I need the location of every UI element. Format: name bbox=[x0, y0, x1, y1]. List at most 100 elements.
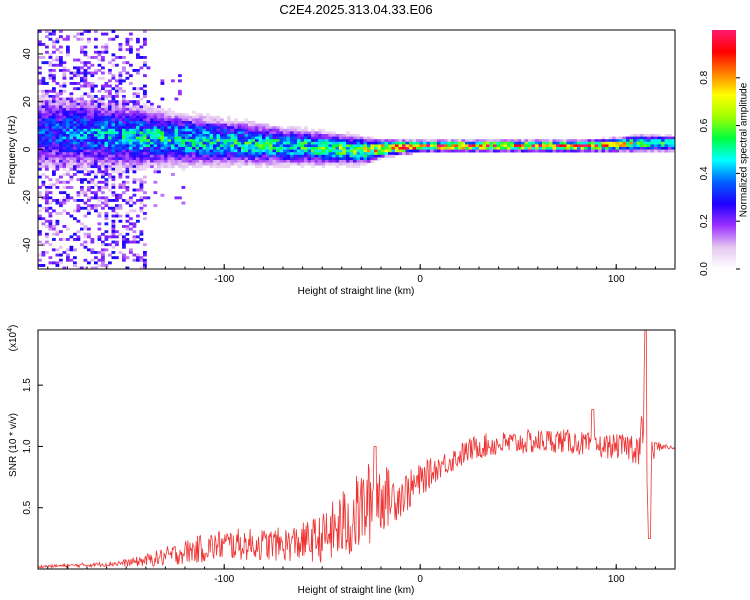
spectrogram-cell bbox=[52, 152, 56, 156]
spectrogram-cell bbox=[52, 95, 56, 98]
spectrogram-cell bbox=[157, 128, 161, 132]
spectrogram-cell bbox=[650, 134, 655, 137]
spectrogram-cell bbox=[143, 61, 147, 65]
spectrogram-cell bbox=[199, 131, 203, 135]
spectrogram-cell bbox=[143, 204, 147, 208]
spectrogram-cell bbox=[122, 149, 126, 153]
spectrogram-cell bbox=[118, 251, 123, 254]
spectrogram-cell bbox=[293, 141, 298, 145]
spectrogram-cell bbox=[55, 40, 60, 44]
spectrogram-cell bbox=[122, 225, 126, 228]
spectrogram-cell bbox=[80, 152, 84, 156]
spectrogram-cell bbox=[237, 162, 242, 166]
spectrogram-cell bbox=[97, 214, 102, 218]
spectrogram-cell bbox=[482, 141, 487, 145]
spectrogram-cell bbox=[136, 131, 140, 135]
spectrogram-cell bbox=[157, 121, 161, 124]
spectrogram-cell bbox=[73, 110, 77, 114]
spectrogram-cell bbox=[94, 139, 98, 143]
spectrogram-cell bbox=[76, 100, 81, 104]
spectrogram-cell bbox=[83, 232, 88, 236]
spectrogram-cell bbox=[237, 126, 242, 130]
spectrogram-cell bbox=[55, 126, 60, 130]
spectrogram-cell bbox=[538, 149, 543, 153]
spectrogram-cell bbox=[139, 256, 144, 260]
spectrogram-cell bbox=[139, 97, 144, 101]
spectrogram-cell bbox=[241, 136, 245, 140]
spectrogram-cell bbox=[111, 175, 116, 179]
spectrogram-cell bbox=[118, 76, 123, 80]
spectrogram-cell bbox=[66, 121, 70, 124]
spectrogram-cell bbox=[171, 131, 175, 135]
spectrogram-cell bbox=[87, 180, 91, 184]
spectrogram-cell bbox=[188, 147, 193, 150]
spectrogram-cell bbox=[262, 134, 266, 137]
spectrogram-cell bbox=[45, 82, 49, 85]
spectrogram-cell bbox=[472, 147, 476, 150]
spectrogram-cell bbox=[629, 141, 634, 145]
spectrogram-cell bbox=[90, 89, 95, 93]
spectrogram-cell bbox=[129, 32, 133, 36]
spectrogram-cell bbox=[136, 162, 140, 166]
spectrogram-cell bbox=[311, 131, 315, 135]
spectrogram-cell bbox=[332, 162, 336, 166]
spectrogram-cell bbox=[76, 71, 81, 75]
spectrogram-cell bbox=[209, 139, 214, 143]
spectrogram-cell bbox=[482, 139, 487, 143]
spectrogram-cell bbox=[66, 35, 70, 39]
spectrogram-cell bbox=[451, 141, 455, 145]
spectrogram-cell bbox=[38, 118, 42, 122]
spectrogram-cell bbox=[55, 253, 60, 257]
spectrogram-cell bbox=[202, 144, 207, 148]
spectrogram-cell bbox=[52, 227, 56, 231]
spectrogram-cell bbox=[223, 165, 228, 169]
spectrogram-cell bbox=[199, 149, 203, 153]
spectrogram-cell bbox=[230, 160, 235, 163]
spectrogram-cell bbox=[52, 136, 56, 140]
spectrogram-cell bbox=[146, 128, 151, 132]
spectrogram-cell bbox=[69, 235, 74, 239]
spectrogram-cell bbox=[52, 105, 56, 109]
spectrogram-cell bbox=[101, 264, 105, 267]
spectrogram-cell bbox=[265, 128, 270, 132]
spectrogram-cell bbox=[90, 100, 95, 104]
spectrogram-cell bbox=[258, 141, 263, 145]
spectrogram-cell bbox=[594, 139, 599, 143]
spectrogram-cell bbox=[237, 121, 242, 124]
spectrogram-cell bbox=[286, 131, 291, 135]
spectrogram-cell bbox=[258, 157, 263, 161]
spectrogram-cell bbox=[167, 113, 172, 117]
spectrogram-cell bbox=[664, 141, 669, 145]
spectrogram-cell bbox=[300, 162, 305, 166]
spectrogram-cell bbox=[640, 147, 644, 150]
spectrogram-cell bbox=[125, 162, 130, 166]
spectrogram-cell bbox=[59, 84, 63, 88]
spectrogram-cell bbox=[122, 147, 126, 150]
spectrogram-cell bbox=[496, 147, 501, 150]
spectrogram-cell bbox=[244, 139, 249, 143]
spectrogram-cell bbox=[45, 240, 49, 244]
spectrogram-cell bbox=[146, 113, 151, 117]
spectrogram-cell bbox=[160, 157, 165, 161]
spectrogram-cell bbox=[139, 136, 144, 140]
spectrogram-cell bbox=[101, 71, 105, 75]
spectrogram-cell bbox=[150, 144, 154, 148]
spectrogram-cell bbox=[269, 152, 273, 156]
spectrogram-cell bbox=[178, 147, 182, 150]
spectrogram-cell bbox=[55, 136, 60, 140]
spectrogram-cell bbox=[146, 157, 151, 161]
spectrogram-cell bbox=[363, 144, 368, 148]
spectrogram-cell bbox=[283, 160, 287, 163]
spectrogram-cell bbox=[304, 131, 308, 135]
spectrogram-cell bbox=[38, 175, 42, 179]
spectrogram-cell bbox=[111, 63, 116, 67]
spectrogram-cell bbox=[59, 199, 63, 202]
spectrogram-cell bbox=[146, 126, 151, 130]
spectrogram-cell bbox=[164, 154, 168, 158]
spectrogram-cell bbox=[104, 95, 109, 98]
snr-panel: -100 0 100 0.51.01.5 Height of straight li… bbox=[7, 325, 676, 596]
spectrogram-cell bbox=[199, 157, 203, 161]
spectrogram-cell bbox=[374, 149, 378, 153]
spectrogram-cell bbox=[587, 147, 592, 150]
spectrogram-cell bbox=[122, 69, 126, 72]
